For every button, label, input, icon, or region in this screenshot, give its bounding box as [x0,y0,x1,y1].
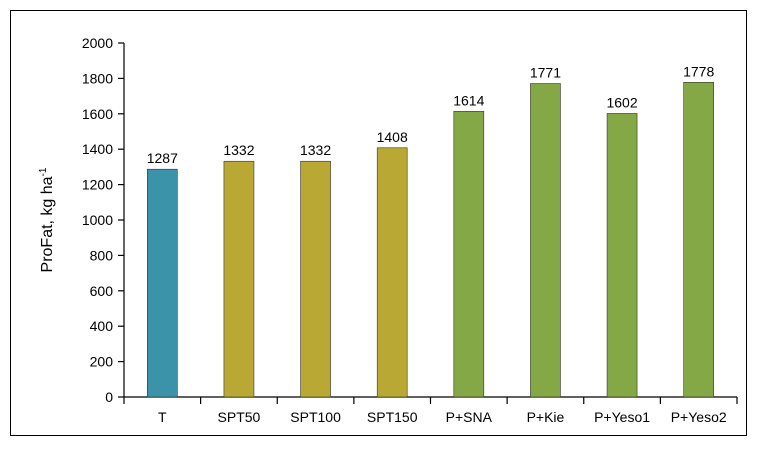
value-label: 1614 [453,92,484,108]
y-tick-label: 0 [105,389,113,405]
bar [606,113,638,398]
y-axis-label-superscript: -1 [38,167,49,176]
value-label: 1771 [530,65,561,81]
x-tick-label: SPT150 [367,409,418,425]
x-tick-label: P+Yeso2 [671,409,727,425]
value-label: 1332 [300,142,331,158]
y-tick-label: 1800 [82,70,113,86]
bar [300,160,331,398]
x-tick-label: P+Yeso1 [594,409,650,425]
bar [683,81,714,398]
x-tick-label: T [158,409,167,425]
y-tick-label: 2000 [82,35,113,51]
value-label: 1332 [223,142,254,158]
y-tick-label: 800 [90,247,114,263]
bar [223,160,255,398]
value-label: 1778 [683,63,714,79]
value-label: 1408 [377,129,408,145]
y-tick-label: 200 [90,354,114,370]
bar [530,83,561,398]
value-label: 1602 [606,94,637,110]
value-label: 1287 [147,150,178,166]
y-tick-label: 400 [90,318,114,334]
bar [147,168,178,398]
y-tick-label: 1600 [82,106,113,122]
bar [376,147,408,398]
y-tick-label: 600 [90,283,114,299]
y-axis-label: ProFat, kg ha-1 [38,167,56,272]
y-tick-label: 1400 [82,141,113,157]
frame [10,10,747,436]
bar [453,111,485,398]
x-tick-label: SPT100 [290,409,341,425]
x-tick-label: SPT50 [218,409,261,425]
x-tick-label: P+Kie [527,409,565,425]
x-tick-label: P+SNA [446,409,493,425]
y-axis-label-text: ProFat, kg ha [39,176,56,272]
y-tick-label: 1200 [82,177,113,193]
y-tick-label: 1000 [82,212,113,228]
